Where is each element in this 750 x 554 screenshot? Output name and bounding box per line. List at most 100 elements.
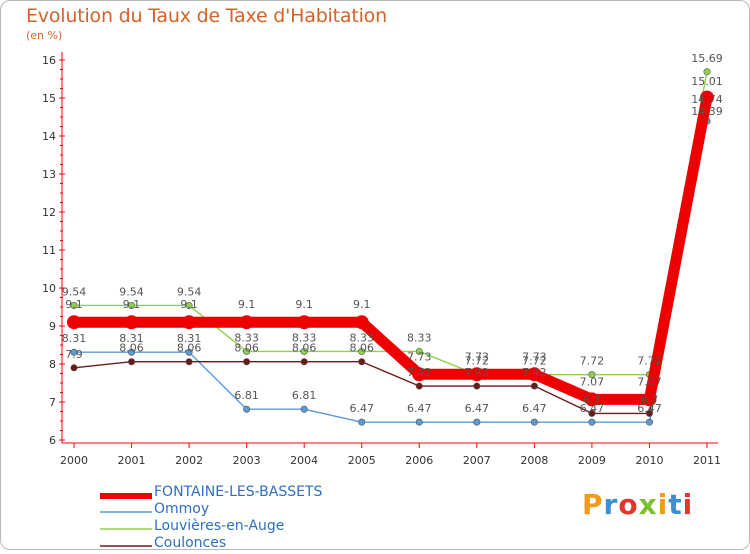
data-point: [70, 364, 78, 372]
data-point: [128, 348, 136, 356]
data-point: [527, 367, 542, 382]
data-point: [243, 347, 251, 355]
data-point: [67, 315, 81, 330]
data-label: 6.7: [583, 393, 601, 406]
legend-item-fontaine: FONTAINE-LES-BASSETS: [100, 484, 400, 502]
data-label: 6.47: [407, 402, 432, 415]
data-label: 9.1: [123, 298, 141, 311]
data-label: 8.33: [349, 331, 374, 344]
data-label: 8.06: [292, 342, 317, 355]
data-label: 7.07: [637, 375, 662, 388]
data-label: 8.06: [119, 342, 144, 355]
y-tick-label: 9: [49, 320, 56, 333]
data-point: [358, 358, 366, 366]
data-point: [300, 347, 308, 355]
y-tick-label: 7: [49, 396, 56, 409]
data-point: [703, 68, 711, 76]
data-point: [128, 301, 136, 309]
x-tick-label: 2003: [233, 454, 261, 467]
series-line-2: [73, 71, 708, 376]
y-tick-label: 15: [42, 92, 56, 105]
data-label: 6.47: [637, 402, 662, 415]
data-label: 6.47: [580, 402, 605, 415]
data-point: [185, 348, 193, 356]
data-point: [415, 382, 423, 390]
data-point: [185, 358, 193, 366]
legend-item-ommoy: Ommoy: [100, 501, 400, 519]
data-point: [124, 315, 139, 330]
data-point: [588, 418, 596, 426]
data-point: [473, 418, 481, 426]
y-tick-label: 10: [42, 282, 56, 295]
data-point: [530, 382, 538, 390]
legend-swatch-louvieres: [100, 528, 152, 530]
logo-letter: i: [682, 488, 694, 521]
x-tick-label: 2011: [693, 454, 721, 467]
data-label: 9.1: [295, 298, 313, 311]
y-tick-label: 11: [42, 244, 56, 257]
legend-item-louvieres: Louvières-en-Auge: [100, 518, 400, 536]
data-label: 7.73: [522, 350, 547, 363]
logo-letter: o: [618, 488, 639, 521]
legend: FONTAINE-LES-BASSETS Ommoy Louvières-en-…: [100, 484, 400, 553]
data-label: 8.33: [292, 331, 317, 344]
legend-label-coulonces: Coulonces: [154, 535, 227, 551]
data-point: [243, 358, 251, 366]
data-point: [182, 315, 197, 330]
y-tick-label: 12: [42, 206, 56, 219]
x-tick-label: 2002: [175, 454, 203, 467]
data-label: 8.06: [177, 342, 202, 355]
data-label: 7.42: [407, 366, 432, 379]
x-tick-label: 2006: [405, 454, 433, 467]
data-label: 7.72: [637, 355, 662, 368]
y-tick-label: 6: [49, 434, 56, 447]
data-label: 7.9: [65, 348, 83, 361]
data-label: 7.72: [522, 355, 547, 368]
data-label: 8.33: [234, 331, 259, 344]
data-label: 6.81: [292, 389, 317, 402]
data-label: 8.31: [177, 332, 202, 345]
data-point: [239, 315, 254, 330]
line-chart: 6 7 8 9 10 11 12 13 14 15 16 2000 2001 2002 2003 2004 20…: [42, 52, 723, 467]
data-point: [530, 418, 538, 426]
logo-letter: P: [582, 488, 604, 521]
data-point: [300, 405, 308, 413]
legend-swatch-ommoy: [100, 511, 152, 513]
x-tick-label: 2004: [290, 454, 318, 467]
logo-letter: x: [638, 488, 658, 521]
data-point: [358, 418, 366, 426]
data-label: 8.31: [62, 332, 87, 345]
chart-unit: (en %): [26, 29, 63, 42]
data-label: 8.33: [407, 331, 432, 344]
data-label: 9.1: [238, 298, 256, 311]
y-tick-label: 16: [42, 54, 56, 67]
data-label: 7.72: [465, 355, 490, 368]
data-label: 6.7: [641, 393, 659, 406]
data-label: 7.72: [580, 355, 605, 368]
data-label: 7.73: [465, 350, 490, 363]
data-label: 14.74: [691, 93, 723, 106]
data-point: [70, 301, 78, 309]
data-label: 9.1: [353, 298, 371, 311]
data-point: [584, 392, 599, 407]
legend-item-coulonces: Coulonces: [100, 535, 400, 553]
data-point: [358, 347, 366, 355]
data-point: [473, 382, 481, 390]
series-line-1: [73, 120, 708, 423]
data-point: [645, 418, 653, 426]
x-tick-label: 2010: [635, 454, 663, 467]
data-point: [588, 371, 596, 379]
data-label: 9.1: [65, 298, 83, 311]
data-point: [70, 348, 78, 356]
data-label: 8.06: [234, 342, 259, 355]
data-point: [469, 367, 484, 382]
x-tick-label: 2009: [578, 454, 606, 467]
legend-swatch-coulonces: [100, 545, 152, 547]
data-label: 9.54: [62, 285, 87, 298]
data-point: [243, 405, 251, 413]
x-tick-label: 2007: [463, 454, 491, 467]
data-label: 6.47: [465, 402, 490, 415]
data-label: 6.47: [349, 402, 374, 415]
data-label: 15.69: [691, 52, 723, 65]
